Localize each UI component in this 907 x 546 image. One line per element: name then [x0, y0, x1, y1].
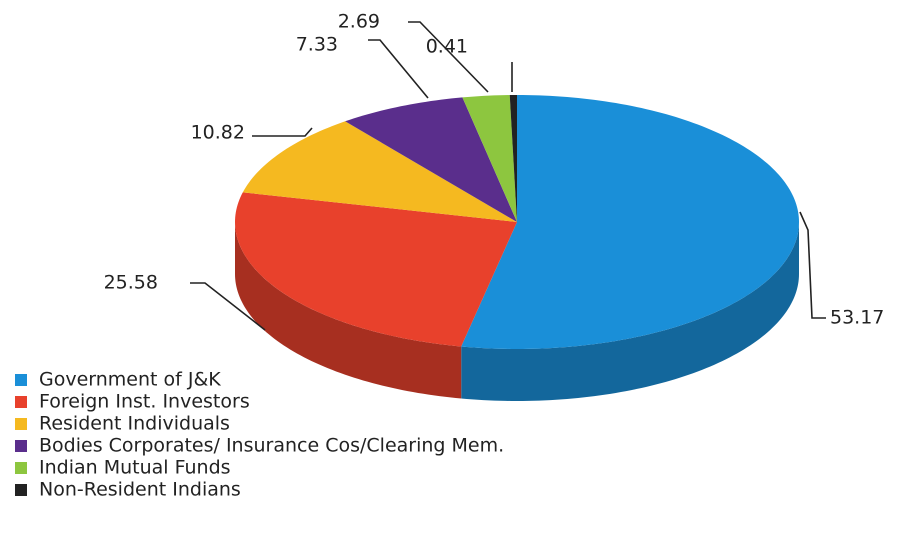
legend-swatch	[15, 418, 27, 430]
legend-swatch	[15, 396, 27, 408]
legend-label: Non-Resident Indians	[39, 479, 241, 501]
leader-line	[799, 211, 826, 319]
pie-side	[235, 222, 462, 399]
leader-line	[408, 21, 489, 93]
data-label: 0.41	[426, 36, 468, 58]
legend-label: Government of J&K	[39, 369, 221, 391]
pie-side	[461, 222, 799, 401]
legend-label: Indian Mutual Funds	[39, 457, 231, 479]
legend-swatch	[15, 462, 27, 474]
legend-swatch	[15, 440, 27, 452]
legend-label: Foreign Inst. Investors	[39, 391, 250, 413]
data-label: 7.33	[296, 34, 338, 56]
legend-label: Resident Individuals	[39, 413, 230, 435]
legend-swatch	[15, 484, 27, 496]
pie-slice	[242, 121, 517, 222]
leader-line	[368, 39, 429, 99]
data-label: 10.82	[191, 122, 245, 144]
legend-swatch	[15, 374, 27, 386]
data-label: 53.17	[830, 307, 884, 329]
legend-label: Bodies Corporates/ Insurance Cos/Clearin…	[39, 435, 504, 457]
pie-slice	[345, 97, 517, 222]
pie-slice	[462, 95, 517, 222]
leader-line	[252, 127, 313, 137]
pie-slice	[509, 95, 517, 222]
data-label: 2.69	[338, 11, 380, 33]
data-label: 25.58	[104, 272, 158, 294]
pie-slice	[461, 95, 799, 349]
pie-slice	[235, 192, 518, 347]
leader-line	[190, 282, 266, 331]
